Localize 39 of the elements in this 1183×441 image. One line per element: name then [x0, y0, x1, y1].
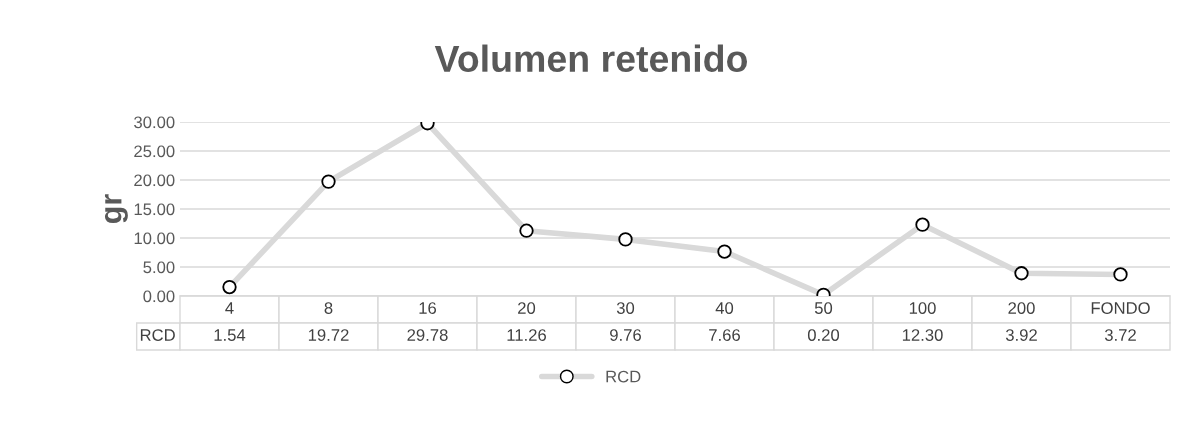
legend-label: RCD [606, 370, 641, 383]
point [321, 174, 336, 189]
x-tick-label: FONDO [1091, 302, 1150, 314]
y-tick-label: 5.00 [143, 261, 175, 274]
data-label: 1.54 [214, 329, 246, 341]
data-label: 29.78 [407, 329, 448, 341]
y-axis-title: gr [104, 194, 128, 224]
y-tick-label: 20.00 [134, 174, 175, 187]
data-label: 0.20 [807, 329, 840, 341]
x-tick-label: 100 [909, 302, 936, 314]
data-label: 12.30 [902, 329, 943, 341]
data-label: 19.72 [308, 329, 349, 341]
data-label: 3.72 [1104, 329, 1136, 341]
data-label: 3.92 [1005, 329, 1037, 341]
data-label: 7.66 [709, 329, 740, 341]
point [915, 217, 930, 232]
y-tick-label: 25.00 [134, 145, 175, 158]
point [717, 244, 732, 259]
x-tick-label: 40 [715, 302, 734, 314]
data-label: 9.76 [610, 329, 641, 341]
text: RCD [140, 329, 175, 341]
y-tick-label: 10.00 [134, 232, 175, 245]
point [222, 279, 237, 295]
x-tick-label: 30 [616, 302, 635, 314]
chart-title: Volumen retenido [434, 44, 748, 73]
point [1113, 267, 1128, 282]
y-tick-label: 15.00 [134, 203, 175, 216]
x-tick-label: 8 [324, 302, 333, 314]
y-tick-label: 30.00 [134, 116, 175, 129]
x-tick-label: 16 [419, 302, 437, 314]
y-tick-label: 0.00 [143, 290, 175, 303]
x-tick-label: 50 [814, 302, 833, 314]
data-label: 11.26 [507, 329, 547, 341]
x-tick-label: 20 [518, 302, 536, 314]
point [618, 232, 633, 247]
point [1014, 266, 1029, 281]
point [519, 223, 534, 238]
x-tick-label: 4 [225, 302, 234, 314]
x-tick-label: 200 [1008, 302, 1035, 314]
